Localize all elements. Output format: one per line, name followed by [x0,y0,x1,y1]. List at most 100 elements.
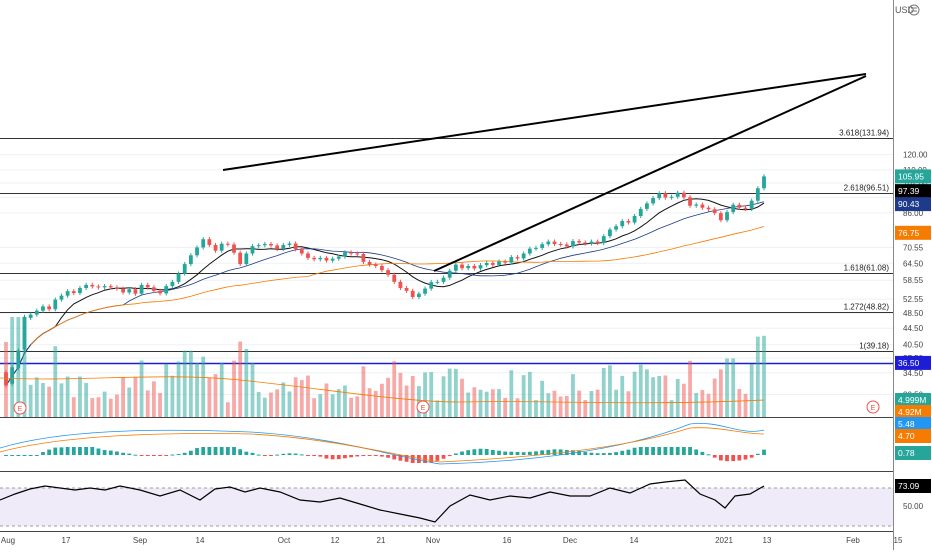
x-tick-label: 14 [196,536,205,545]
candle [318,257,323,260]
volume-bar [336,389,341,417]
price-badge-text: 5.48 [898,419,915,429]
candle [521,253,526,259]
volume-bar [256,391,261,417]
candle [71,291,76,294]
candle [453,264,458,271]
candle [152,287,156,291]
x-tick-label: 12 [331,536,340,545]
volume-bar [195,362,199,417]
volume-bar [238,341,243,417]
macd-histogram-bar [552,449,557,455]
candle [34,310,39,315]
candle [497,261,501,265]
volume-bar [423,372,427,417]
candle [441,277,446,282]
candle [213,244,218,251]
volume-bar [564,395,569,417]
candle [281,244,286,249]
candle [269,243,273,246]
volume-bar [281,382,286,417]
volume-bar [416,386,421,417]
earnings-marker[interactable] [416,400,430,414]
price-badge-text: 97.39 [898,186,920,196]
volume-bar [601,367,606,417]
price-badge-text: 4.70 [898,431,915,441]
macd-histogram-bar [595,453,600,455]
candle [737,204,742,208]
candle [59,295,64,300]
macd-histogram-bar [712,455,717,458]
macd-histogram-bar [244,451,249,455]
fib-level-label: 1(39.18) [859,342,889,351]
candle [564,244,569,247]
macd-histogram-bar [53,447,58,455]
candle [410,290,415,297]
macd-histogram-bar [269,455,273,456]
candle [435,281,440,283]
candle [207,239,212,245]
candle [343,252,347,257]
macd-histogram-bar [213,447,218,455]
candle [145,284,150,288]
volume-bar [515,398,520,417]
candle [762,176,766,189]
volume-bar [158,392,162,417]
candle [632,215,637,223]
lower-trendline[interactable] [433,75,867,272]
volume-bar [121,377,125,417]
macd-histogram-bar [725,455,729,462]
fib-level-label: 3.618(131.94) [839,129,889,138]
candle [41,306,45,311]
macd-histogram-bar [669,447,674,455]
y-tick-label: 86.00 [903,209,924,218]
volume-bar [90,398,95,417]
macd-histogram-bar [632,447,637,455]
macd-histogram-bar [164,455,169,456]
macd-histogram-bar [675,447,680,455]
candle [466,265,471,269]
rsi-line [0,479,765,523]
earnings-marker-label: E [18,406,23,413]
earnings-marker[interactable] [866,400,880,414]
macd-histogram-bar [645,447,649,455]
macd-histogram-bar [688,447,692,455]
price-badge: 97.39 [895,184,931,199]
candle [256,245,261,247]
volume-bar [638,364,643,417]
macd-histogram-bar [34,455,39,456]
upper-trendline[interactable] [222,73,867,171]
candle [355,253,360,255]
candle [718,213,723,221]
macd-signal-badge: 4.70 [895,429,931,443]
volume-bar [490,389,495,417]
macd-histogram-bar [380,455,384,457]
macd-histogram-bar [4,455,8,456]
price-badge: 36.50 [895,355,931,370]
volume-bar [262,397,267,417]
candle [706,207,711,210]
earnings-marker[interactable] [13,401,27,415]
candle [583,242,588,244]
volume-bar [299,380,304,417]
volume-bar [34,377,39,417]
candle [188,255,193,265]
candle [324,257,329,261]
macd-histogram-bar [490,449,495,455]
macd-histogram-bar [453,453,458,455]
volume-bar [96,397,101,417]
volume-bar [669,400,674,417]
volume-bar [306,375,310,417]
volume-bar [4,341,8,417]
macd-histogram-bar [250,452,255,455]
volume-bar [188,350,193,417]
volume-bar [318,394,323,417]
candle [293,243,298,250]
settings-icon[interactable] [908,4,920,16]
candle [503,261,508,263]
macd-histogram-bar [182,452,187,455]
volume-bar [681,383,686,417]
volume-bar [731,358,736,417]
volume-bar [127,387,132,417]
